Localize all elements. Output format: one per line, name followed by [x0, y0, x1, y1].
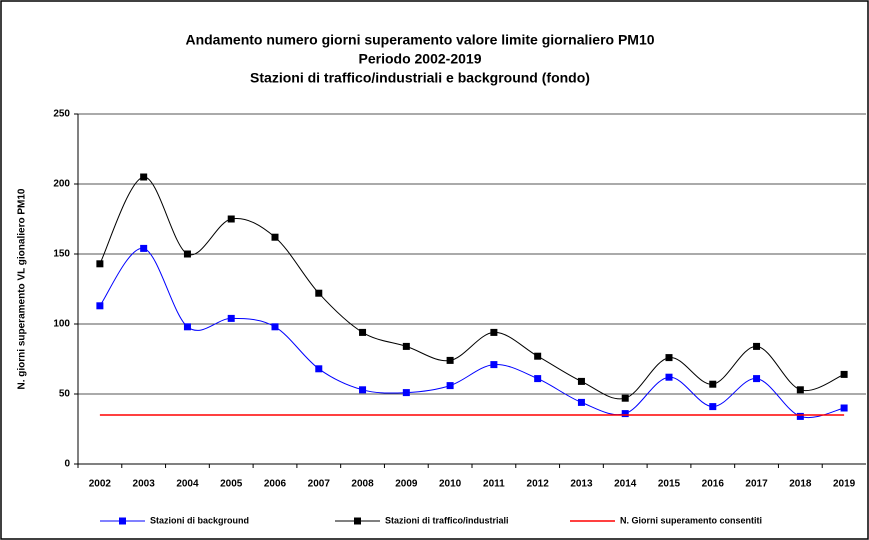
series-line [99, 176, 845, 400]
marker [490, 361, 498, 369]
legend-label: N. Giorni superamento consentiti [620, 515, 762, 525]
marker [359, 386, 367, 394]
y-tick-label: 0 [64, 459, 70, 470]
marker [709, 403, 717, 411]
marker [446, 356, 454, 364]
marker [534, 352, 542, 360]
marker [621, 410, 629, 418]
y-tick-label: 250 [53, 109, 70, 120]
x-tick-label: 2009 [395, 479, 418, 490]
marker [359, 328, 367, 336]
marker [577, 398, 585, 406]
marker [96, 302, 104, 310]
x-tick-label: 2012 [527, 479, 550, 490]
marker [534, 375, 542, 383]
marker [140, 173, 148, 181]
y-tick-label: 50 [59, 389, 71, 400]
marker [271, 323, 279, 331]
y-tick-label: 150 [53, 249, 70, 260]
marker [840, 370, 848, 378]
x-tick-label: 2003 [133, 479, 156, 490]
marker [796, 386, 804, 394]
y-axis-label: N. giorni superamento VL gionaliero PM10 [17, 188, 28, 389]
x-tick-label: 2007 [308, 479, 331, 490]
chart-title: Stazioni di traffico/industriali e backg… [250, 70, 590, 86]
series-line [99, 247, 845, 419]
marker [490, 328, 498, 336]
marker [796, 412, 804, 420]
marker [446, 382, 454, 390]
marker [227, 314, 235, 322]
x-tick-label: 2013 [570, 479, 593, 490]
legend-marker [119, 517, 126, 525]
marker [96, 260, 104, 268]
x-tick-label: 2018 [789, 479, 812, 490]
marker [183, 323, 191, 331]
marker [753, 342, 761, 350]
x-tick-label: 2016 [702, 479, 725, 490]
y-tick-label: 200 [53, 179, 70, 190]
marker [183, 250, 191, 258]
marker [315, 365, 323, 373]
legend-label: Stazioni di traffico/industriali [385, 515, 509, 525]
marker [227, 215, 235, 223]
x-tick-label: 2014 [614, 479, 637, 490]
marker [665, 354, 673, 362]
chart-title: Periodo 2002-2019 [359, 51, 482, 67]
marker [315, 289, 323, 297]
marker [753, 375, 761, 383]
x-tick-label: 2019 [833, 479, 856, 490]
marker [709, 380, 717, 388]
marker [140, 244, 148, 252]
legend-marker [354, 517, 361, 525]
marker [840, 404, 848, 412]
chart-title: Andamento numero giorni superamento valo… [185, 32, 654, 48]
marker [665, 373, 673, 381]
x-tick-label: 2006 [264, 479, 287, 490]
marker [271, 233, 279, 241]
marker [577, 377, 585, 385]
x-tick-label: 2015 [658, 479, 681, 490]
marker [621, 394, 629, 402]
x-tick-label: 2011 [483, 479, 505, 490]
marker [402, 342, 410, 350]
x-tick-label: 2005 [220, 479, 243, 490]
marker [402, 389, 410, 397]
x-tick-label: 2017 [745, 479, 768, 490]
x-tick-label: 2002 [89, 479, 112, 490]
x-tick-label: 2004 [176, 479, 199, 490]
x-tick-label: 2010 [439, 479, 462, 490]
x-tick-label: 2008 [351, 479, 374, 490]
legend-label: Stazioni di background [150, 515, 249, 525]
y-tick-label: 100 [53, 319, 70, 330]
